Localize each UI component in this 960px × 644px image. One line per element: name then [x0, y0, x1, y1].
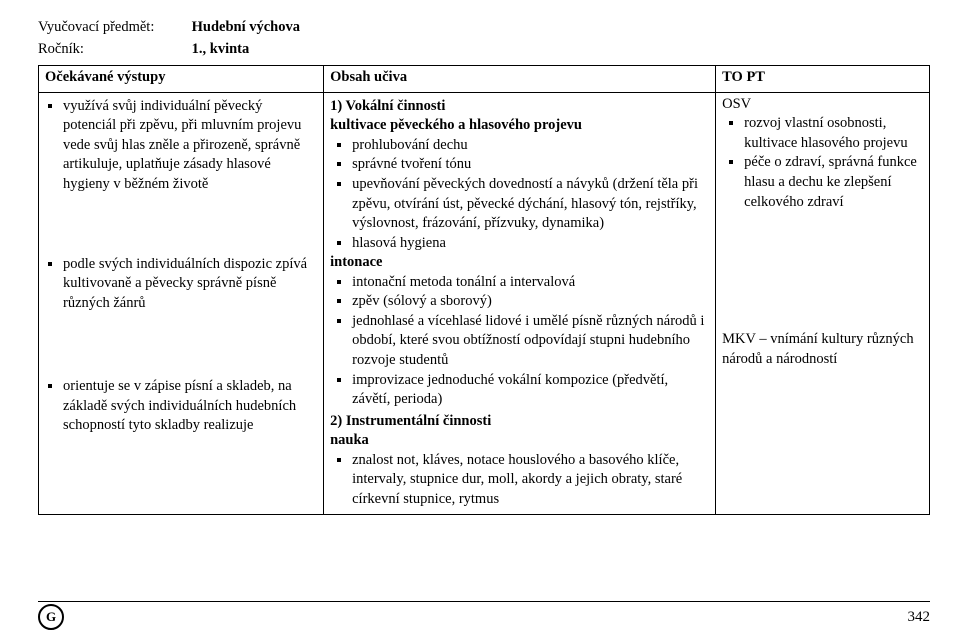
- th-content: Obsah učiva: [324, 66, 716, 93]
- curriculum-table: Očekávané výstupy Obsah učiva TO PT využ…: [38, 65, 930, 514]
- list-item: znalost not, kláves, notace houslového a…: [352, 451, 709, 510]
- list-item: péče o zdraví, správná funkce hlasu a de…: [744, 153, 923, 212]
- intonace-list: intonační metoda tonální a intervalová z…: [352, 273, 709, 410]
- list-item: zpěv (sólový a sborový): [352, 292, 709, 312]
- list-item: orientuje se v zápise písní a skladeb, n…: [63, 377, 317, 436]
- list-item: rozvoj vlastní osobnosti, kultivace hlas…: [744, 114, 923, 153]
- section-2-title: 2) Instrumentální činnosti: [330, 412, 709, 432]
- cell-outcomes: využívá svůj individuální pěvecký potenc…: [39, 92, 324, 514]
- logo-text: G: [46, 608, 56, 626]
- logo-icon: G: [38, 604, 64, 630]
- page-footer: G 342: [38, 601, 930, 630]
- subject-value: Hudební výchova: [192, 19, 300, 35]
- osv-label: OSV: [722, 95, 923, 115]
- grade-label: Ročník:: [38, 40, 188, 60]
- grade-value: 1., kvinta: [192, 41, 250, 57]
- th-outcomes: Očekávané výstupy: [39, 66, 324, 93]
- cell-topt: OSV rozvoj vlastní osobnosti, kultivace …: [716, 92, 930, 514]
- section-1-sub: kultivace pěveckého a hlasového projevu: [330, 116, 709, 136]
- list-item: správné tvoření tónu: [352, 155, 709, 175]
- list-item: improvizace jednoduché vokální kompozice…: [352, 371, 709, 410]
- section-1-title: 1) Vokální činnosti: [330, 97, 709, 117]
- list-item: upevňování pěveckých dovedností a návyků…: [352, 175, 709, 234]
- cell-content: 1) Vokální činnosti kultivace pěveckého …: [324, 92, 716, 514]
- mkv-line: MKV – vnímání kultury různých národů a n…: [722, 330, 923, 369]
- list-item: hlasová hygiena: [352, 234, 709, 254]
- table-row: využívá svůj individuální pěvecký potenc…: [39, 92, 930, 514]
- section-1-list: prohlubování dechu správné tvoření tónu …: [352, 136, 709, 253]
- intonace-label: intonace: [330, 253, 709, 273]
- list-item: podle svých individuálních dispozic zpív…: [63, 255, 317, 314]
- page: Vyučovací předmět: Hudební výchova Roční…: [0, 0, 960, 644]
- outcomes-list: využívá svůj individuální pěvecký potenc…: [63, 97, 317, 436]
- section-2-list: znalost not, kláves, notace houslového a…: [352, 451, 709, 510]
- table-header-row: Očekávané výstupy Obsah učiva TO PT: [39, 66, 930, 93]
- subject-label: Vyučovací předmět:: [38, 18, 188, 38]
- list-item: jednohlasé a vícehlasé lidové i umělé pí…: [352, 312, 709, 371]
- osv-list: rozvoj vlastní osobnosti, kultivace hlas…: [744, 114, 923, 212]
- list-item: intonační metoda tonální a intervalová: [352, 273, 709, 293]
- subject-line: Vyučovací předmět: Hudební výchova: [38, 18, 930, 38]
- list-item: využívá svůj individuální pěvecký potenc…: [63, 97, 317, 195]
- th-topt: TO PT: [716, 66, 930, 93]
- section-2-sub: nauka: [330, 431, 709, 451]
- spacer: [722, 212, 923, 330]
- list-item: prohlubování dechu: [352, 136, 709, 156]
- grade-line: Ročník: 1., kvinta: [38, 40, 930, 60]
- page-number: 342: [908, 607, 931, 627]
